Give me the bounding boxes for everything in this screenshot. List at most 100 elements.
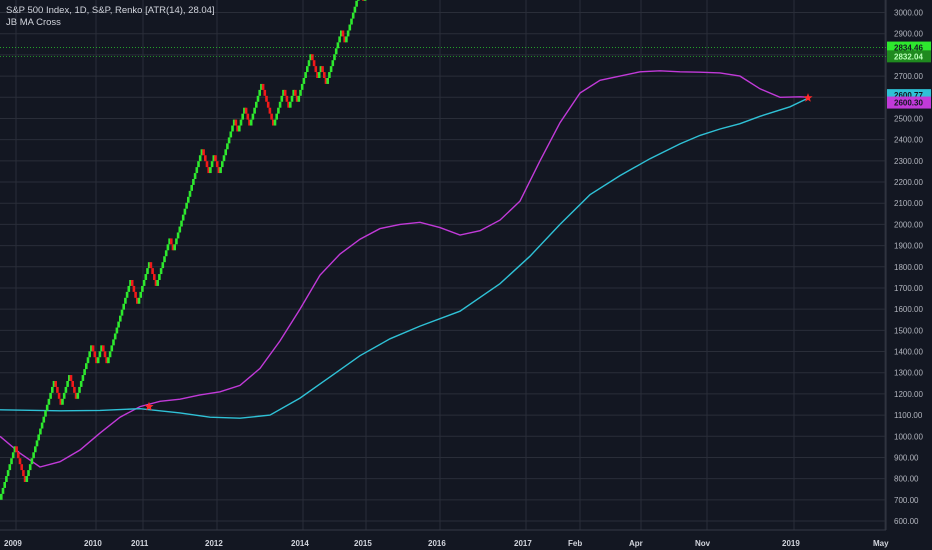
renko-brick-down <box>268 107 272 114</box>
renko-brick-up <box>292 89 295 96</box>
renko-brick-up <box>117 321 120 328</box>
price-tick-label: 1500.00 <box>894 326 923 335</box>
price-tick-label: 1700.00 <box>894 284 923 293</box>
time-tick-label: 2016 <box>428 539 446 548</box>
renko-brick-up <box>39 428 42 435</box>
renko-brick-down <box>102 345 105 352</box>
renko-brick-down <box>74 392 78 399</box>
renko-brick-up <box>164 250 168 257</box>
renko-brick-up <box>119 315 122 322</box>
price-tick-label: 2300.00 <box>894 157 923 166</box>
renko-brick-up <box>351 12 355 19</box>
renko-brick-up <box>3 481 6 488</box>
renko-brick-down <box>314 66 318 73</box>
renko-brick-up <box>25 476 29 482</box>
renko-brick-up <box>27 470 30 477</box>
ma-cross-markers <box>144 93 813 411</box>
price-tick-label: 1900.00 <box>894 242 923 251</box>
price-guide-lines <box>0 47 886 57</box>
renko-brick-up <box>229 131 233 138</box>
renko-brick-up <box>317 72 321 78</box>
renko-brick-down <box>153 274 156 280</box>
renko-brick-up <box>253 107 256 114</box>
renko-brick-down <box>134 291 137 298</box>
renko-brick-up <box>181 214 185 221</box>
renko-brick-down <box>171 244 175 251</box>
renko-brick-up <box>363 0 367 1</box>
renko-brick-up <box>107 357 110 364</box>
time-tick-label: 2010 <box>84 539 102 548</box>
renko-brick-up <box>277 107 280 114</box>
time-tick-label: May <box>873 539 889 548</box>
renko-brick-up <box>141 285 144 292</box>
time-tick-label: 2015 <box>354 539 372 548</box>
renko-brick-up <box>163 256 166 263</box>
renko-brick-up <box>319 66 323 73</box>
time-tick-label: 2012 <box>205 539 223 548</box>
chart-grid <box>0 0 887 531</box>
renko-brick-down <box>22 470 25 477</box>
renko-brick-down <box>244 107 248 114</box>
renko-brick-down <box>294 89 297 96</box>
renko-brick-up <box>175 238 178 245</box>
renko-brick-down <box>170 238 173 245</box>
time-tick-label: Nov <box>695 539 711 548</box>
renko-brick-up <box>232 119 236 126</box>
renko-brick-up <box>125 291 129 298</box>
renko-brick-up <box>209 167 212 174</box>
renko-brick-down <box>215 161 219 168</box>
renko-brick-up <box>198 155 202 162</box>
renko-brick-up <box>35 440 39 447</box>
renko-brick-up <box>346 30 350 37</box>
renko-brick-up <box>251 113 255 120</box>
renko-brick-down <box>207 167 210 174</box>
renko-brick-up <box>326 78 329 84</box>
renko-brick-up <box>193 173 197 179</box>
renko-brick-up <box>200 149 204 156</box>
renko-brick-up <box>176 232 180 239</box>
renko-brick-down <box>311 54 314 61</box>
time-tick-label: 2017 <box>514 539 532 548</box>
renko-brick-up <box>241 113 244 120</box>
renko-brick-up <box>10 458 13 465</box>
renko-brick-up <box>100 345 103 352</box>
renko-brick-up <box>5 476 8 482</box>
renko-brick-up <box>146 268 149 275</box>
price-tick-label: 700.00 <box>894 496 919 505</box>
renko-brick-down <box>272 119 275 126</box>
renko-brick-down <box>236 125 239 132</box>
renko-brick-up <box>221 161 224 168</box>
indicator-name[interactable]: JB MA Cross <box>6 17 61 28</box>
renko-brick-up <box>161 262 165 269</box>
renko-brick-up <box>290 95 294 102</box>
renko-brick-up <box>0 493 3 500</box>
renko-brick-up <box>115 327 119 334</box>
renko-brick-up <box>112 339 115 346</box>
renko-brick-up <box>187 196 190 203</box>
renko-brick-down <box>17 452 20 459</box>
renko-brick-down <box>93 351 97 358</box>
time-tick-label: 2019 <box>782 539 800 548</box>
renko-brick-up <box>88 351 91 358</box>
renko-brick-down <box>287 101 290 108</box>
renko-brick-up <box>28 464 32 471</box>
renko-brick-up <box>44 410 47 417</box>
renko-brick-down <box>91 345 95 352</box>
renko-brick-down <box>324 78 328 84</box>
renko-brick-up <box>158 274 161 280</box>
renko-brick-up <box>156 280 159 286</box>
renko-brick-up <box>224 149 227 156</box>
renko-brick-up <box>357 0 360 1</box>
renko-brick-up <box>79 380 83 387</box>
renko-brick-up <box>226 143 229 150</box>
renko-brick-up <box>222 155 226 162</box>
renko-brick-down <box>71 380 74 387</box>
renko-brick-up <box>52 380 56 387</box>
price-tick-label: 800.00 <box>894 475 919 484</box>
renko-brick-up <box>345 36 348 43</box>
price-tick-label: 1300.00 <box>894 369 923 378</box>
time-axis[interactable]: 2009 2010 2011 2012 2014 2015 2016 2017 Feb Apr No… <box>4 539 889 548</box>
renko-brick-down <box>15 446 18 453</box>
price-tick-label: 1800.00 <box>894 263 923 272</box>
